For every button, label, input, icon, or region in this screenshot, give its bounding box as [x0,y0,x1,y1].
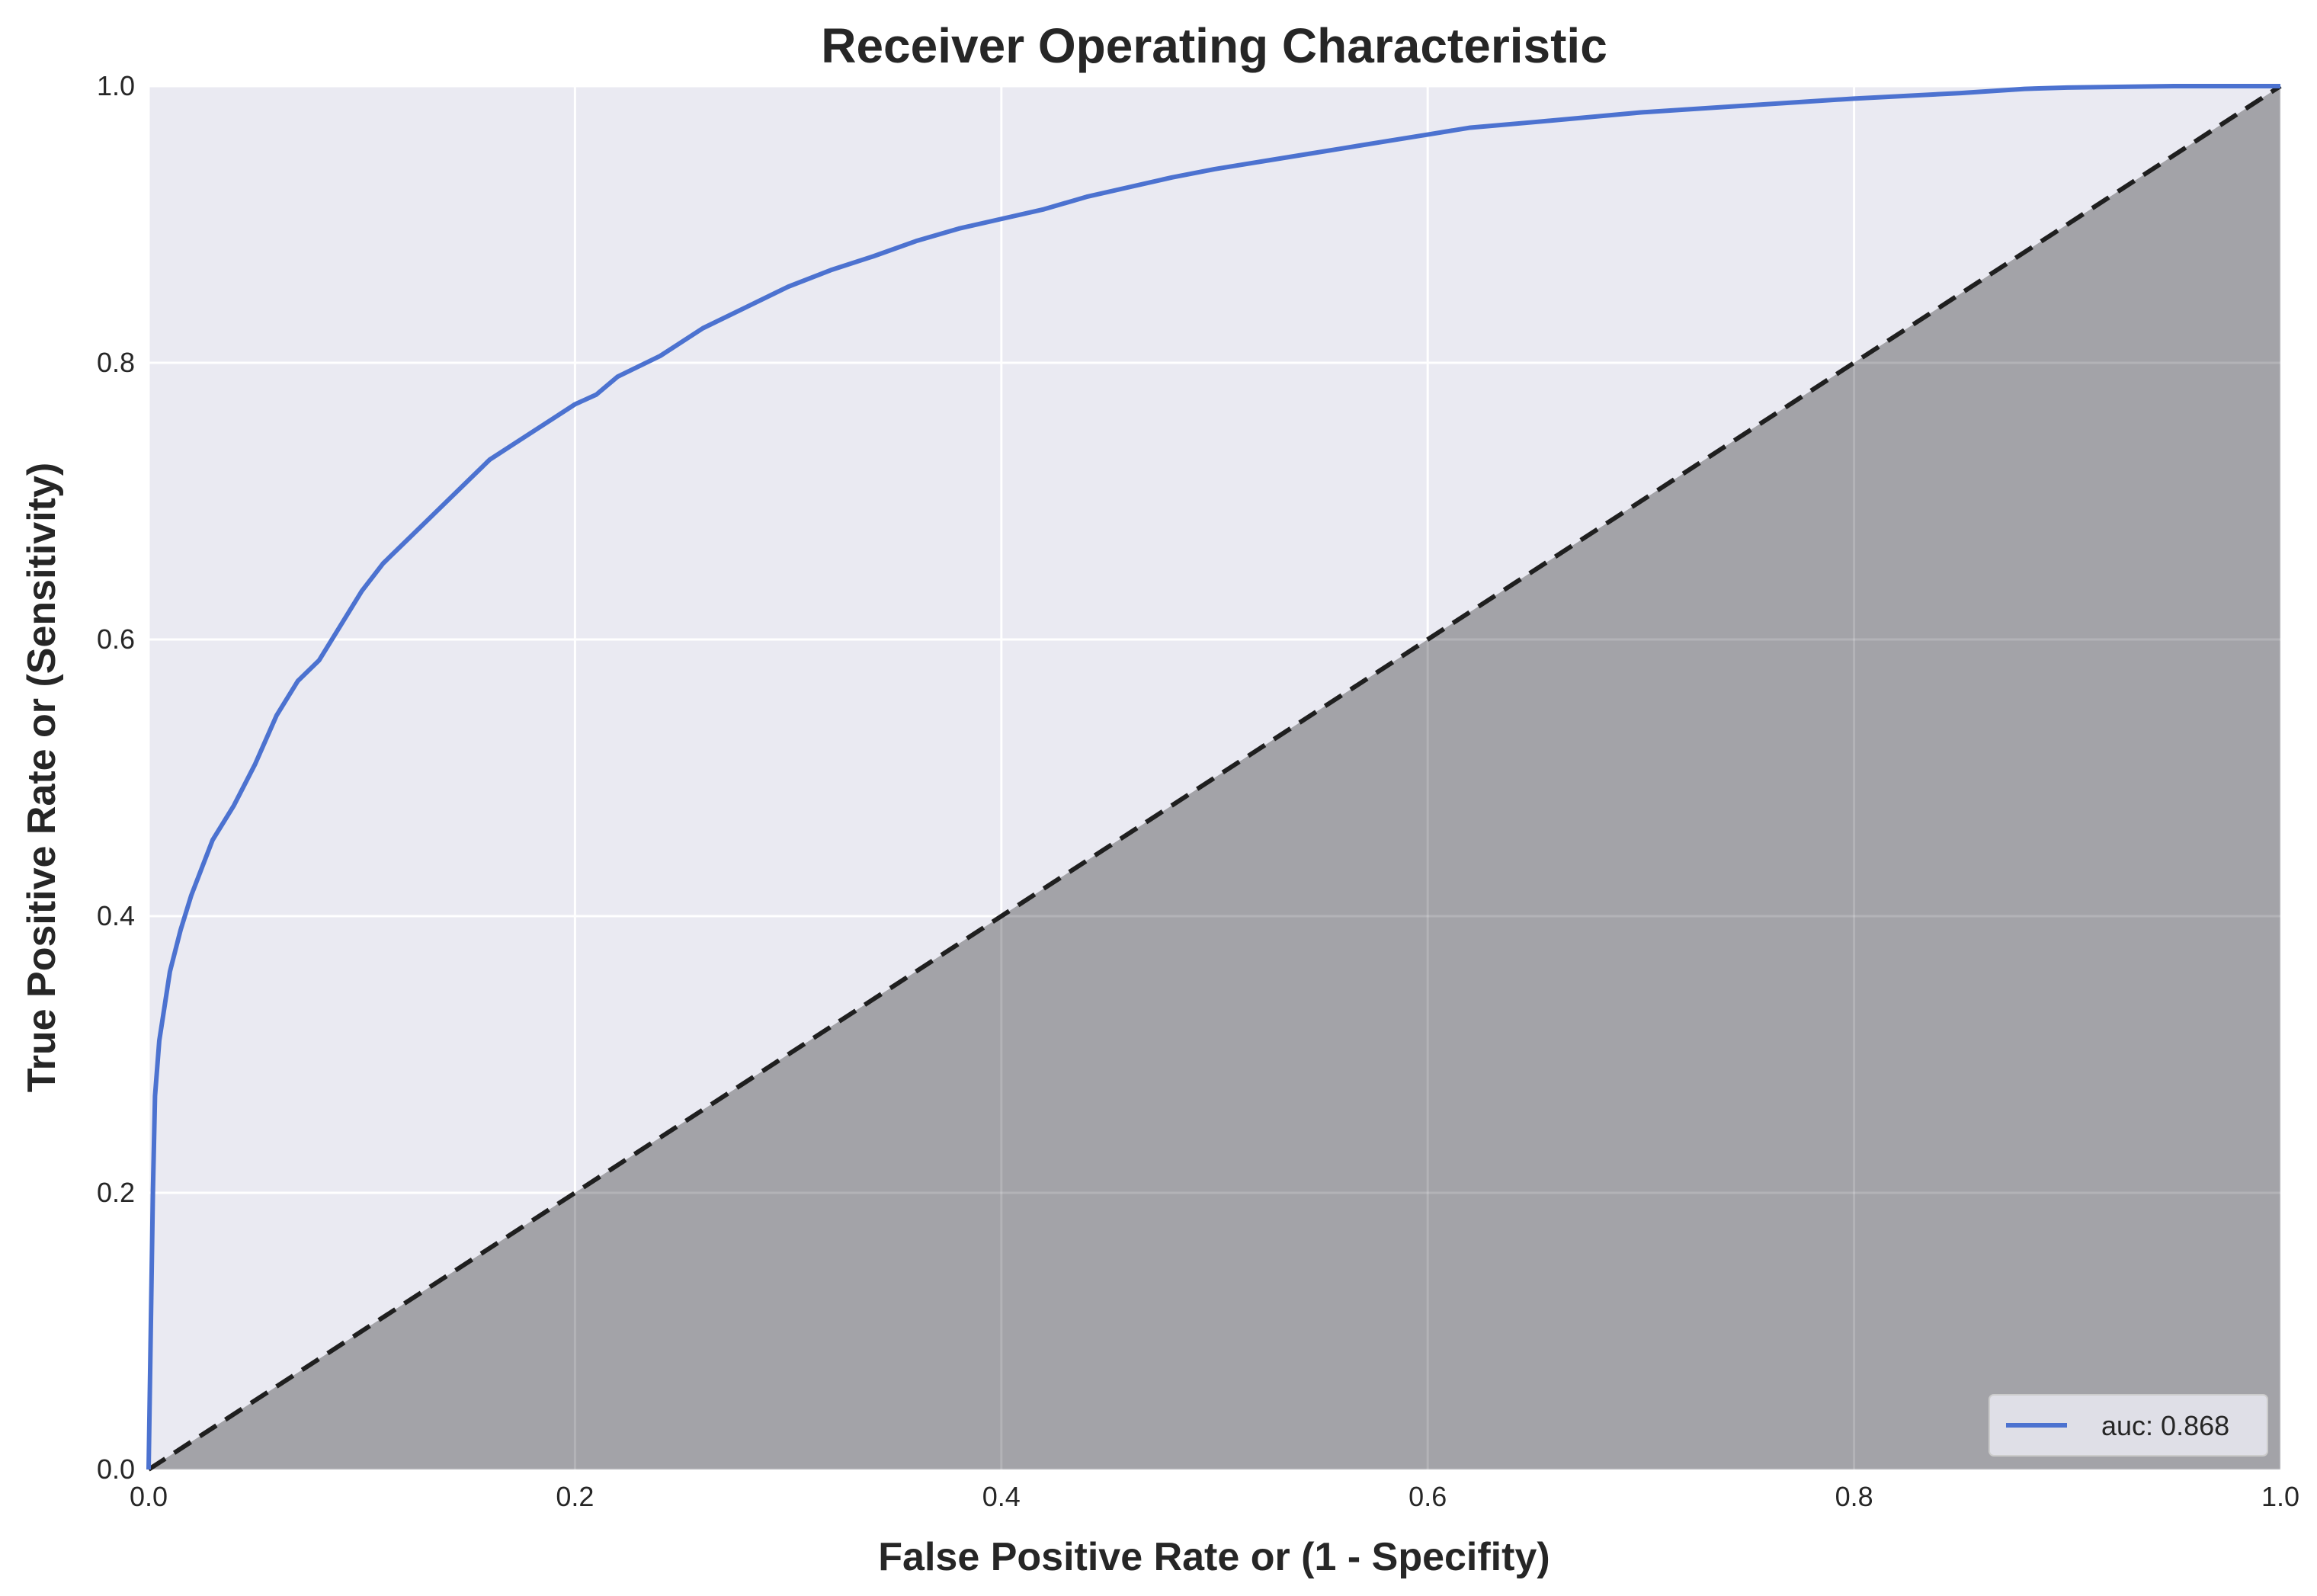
y-tick-label: 0.0 [97,1453,135,1485]
x-tick-label: 0.4 [982,1481,1021,1512]
chance-diagonal-line [147,84,2282,1472]
roc-curve-line [146,84,2280,1470]
y-axis-label: True Positive Rate or (Sensitivity) [20,463,64,1092]
y-tick-label: 0.6 [97,623,135,655]
y-tick-label: 0.4 [97,900,135,931]
x-tick-label: 0.8 [1835,1481,1873,1512]
y-tick-label: 0.8 [97,347,135,378]
y-tick-label: 0.2 [97,1177,135,1208]
legend-box [1989,1394,2268,1457]
x-tick-label: 0.2 [556,1481,594,1512]
x-axis-ticks: 0.0 0.2 0.4 0.6 0.8 1.0 [130,1481,2299,1512]
y-axis-ticks: 0.0 0.2 0.4 0.6 0.8 1.0 [97,70,135,1485]
chart-title: Receiver Operating Characteristic [821,18,1607,73]
y-tick-label: 1.0 [97,70,135,101]
x-tick-label: 0.0 [130,1481,168,1512]
legend-entry-label: auc: 0.868 [2101,1410,2229,1441]
x-tick-label: 1.0 [2261,1481,2299,1512]
x-tick-label: 0.6 [1408,1481,1447,1512]
legend: auc: 0.868 [1989,1394,2268,1457]
grid-lines-over-shading [147,85,2282,1471]
x-axis-label: False Positive Rate or (1 - Specifity) [878,1535,1549,1579]
